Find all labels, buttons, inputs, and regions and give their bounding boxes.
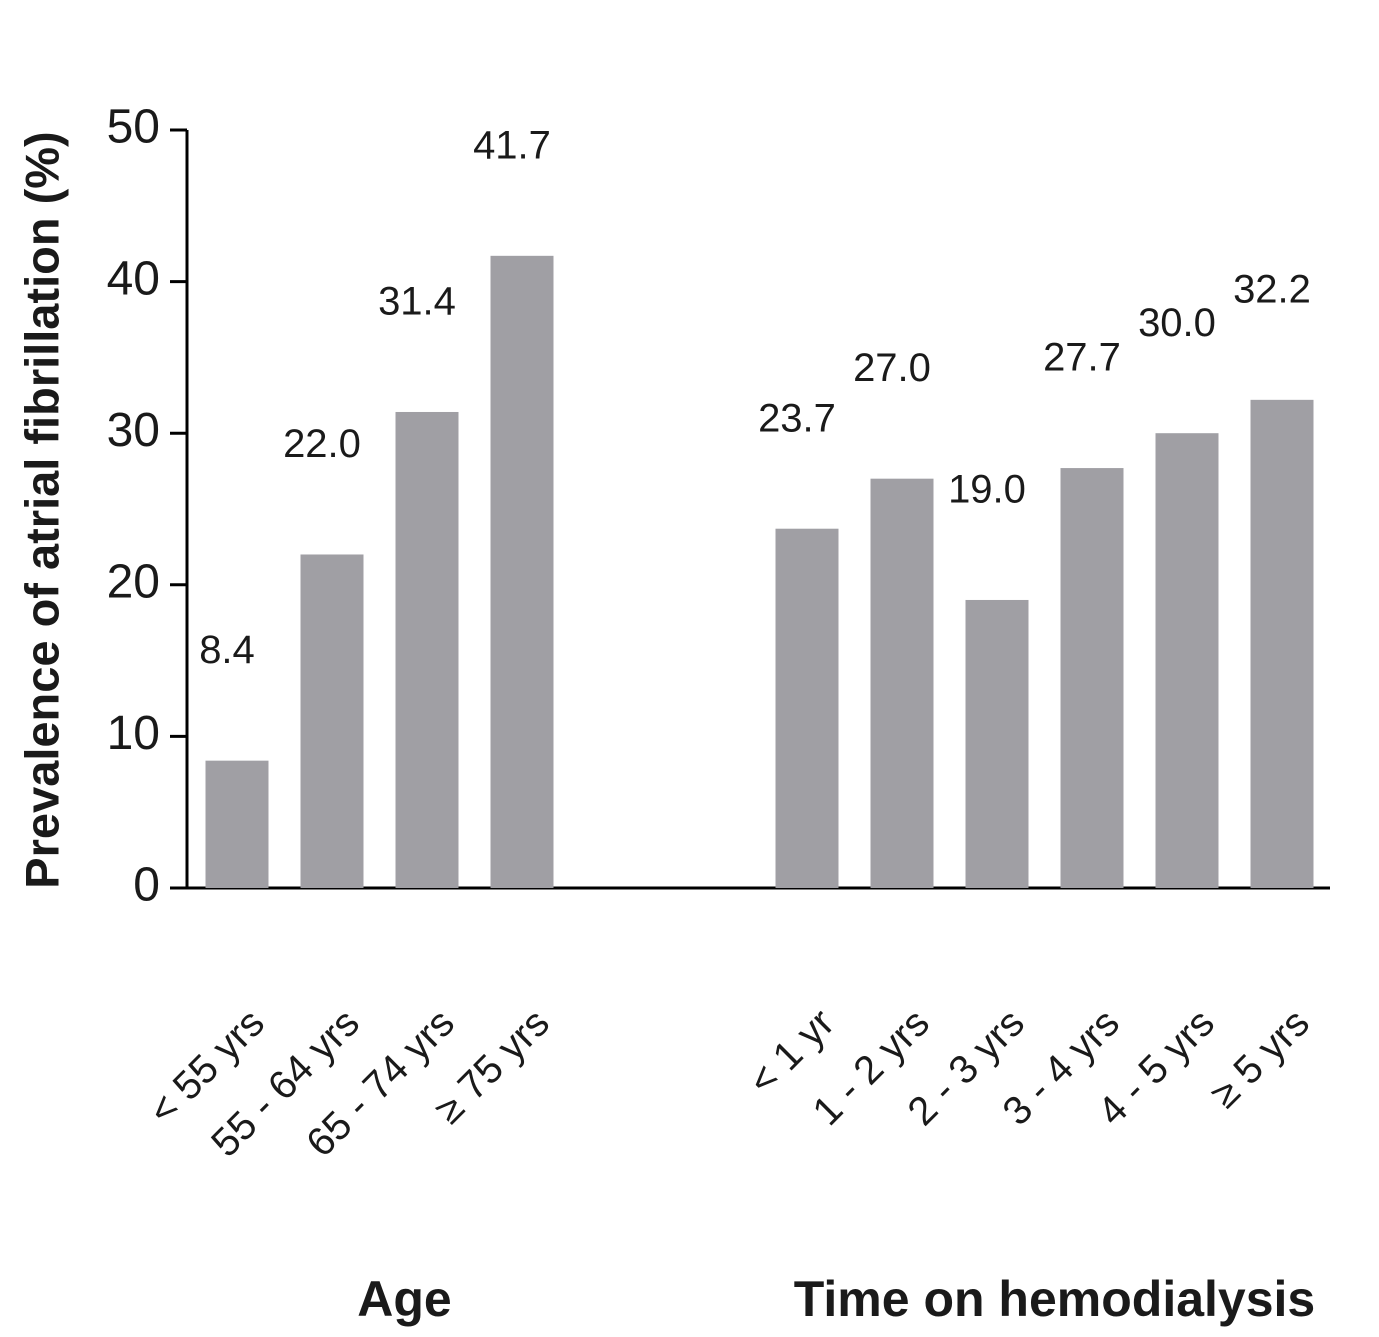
bar	[965, 599, 1029, 888]
value-label: 32.2	[1233, 267, 1311, 311]
bar	[205, 760, 269, 888]
bar	[775, 528, 839, 888]
group-label: Age	[357, 1271, 451, 1327]
x-tick-label: ≥ 5 yrs	[1202, 1001, 1318, 1117]
value-label: 30.0	[1138, 301, 1216, 345]
bar	[1155, 433, 1219, 888]
bar	[300, 554, 364, 888]
y-tick-label: 30	[107, 404, 160, 457]
bar	[1060, 468, 1124, 888]
value-label: 27.0	[853, 346, 931, 390]
y-tick-label: 40	[107, 252, 160, 305]
bar	[870, 478, 934, 888]
bar	[490, 255, 554, 888]
value-label: 8.4	[199, 628, 255, 672]
y-tick-label: 20	[107, 555, 160, 608]
value-label: 22.0	[283, 422, 361, 466]
value-label: 19.0	[948, 468, 1026, 512]
y-tick-label: 0	[133, 859, 160, 912]
y-axis-label: Prevalence of atrial fibrillation (%)	[15, 131, 68, 888]
bar	[1250, 399, 1314, 888]
value-label: 23.7	[758, 396, 836, 440]
value-label: 27.7	[1043, 336, 1121, 380]
y-tick-label: 50	[107, 101, 160, 154]
value-label: 31.4	[378, 280, 456, 324]
group-label: Time on hemodialysis	[794, 1271, 1315, 1327]
value-label: 41.7	[473, 123, 551, 167]
bar	[395, 411, 459, 888]
y-tick-label: 10	[107, 707, 160, 760]
